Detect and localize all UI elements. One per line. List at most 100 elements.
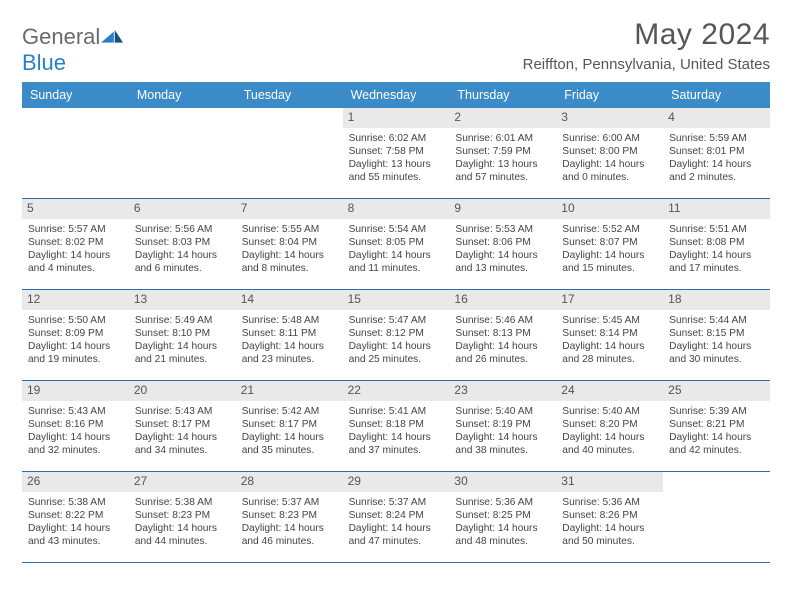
daylight-line: Daylight: 14 hours and 25 minutes.: [349, 340, 444, 367]
sunrise-line: Sunrise: 5:43 AM: [28, 405, 123, 418]
sunset-line: Sunset: 8:12 PM: [349, 327, 444, 340]
sunrise-line: Sunrise: 5:45 AM: [562, 314, 657, 327]
empty-cell: [663, 472, 770, 562]
daylight-line: Daylight: 14 hours and 28 minutes.: [562, 340, 657, 367]
day-cell: 19Sunrise: 5:43 AMSunset: 8:16 PMDayligh…: [22, 381, 129, 471]
sunrise-line: Sunrise: 5:36 AM: [562, 496, 657, 509]
day-number: 19: [22, 381, 129, 401]
sunrise-line: Sunrise: 5:54 AM: [349, 223, 444, 236]
day-number: 30: [449, 472, 556, 492]
day-number: 2: [449, 108, 556, 128]
sunrise-line: Sunrise: 5:47 AM: [349, 314, 444, 327]
daylight-line: Daylight: 14 hours and 2 minutes.: [669, 158, 764, 185]
day-number: 18: [663, 290, 770, 310]
daylight-line: Daylight: 14 hours and 13 minutes.: [455, 249, 550, 276]
sunset-line: Sunset: 8:03 PM: [135, 236, 230, 249]
day-cell: 27Sunrise: 5:38 AMSunset: 8:23 PMDayligh…: [129, 472, 236, 562]
week-row: 19Sunrise: 5:43 AMSunset: 8:16 PMDayligh…: [22, 381, 770, 472]
sunset-line: Sunset: 8:00 PM: [562, 145, 657, 158]
sunset-line: Sunset: 8:02 PM: [28, 236, 123, 249]
day-number: 25: [663, 381, 770, 401]
title-block: May 2024 Reiffton, Pennsylvania, United …: [523, 18, 770, 73]
day-cell: 16Sunrise: 5:46 AMSunset: 8:13 PMDayligh…: [449, 290, 556, 380]
sunset-line: Sunset: 8:25 PM: [455, 509, 550, 522]
sunset-line: Sunset: 8:21 PM: [669, 418, 764, 431]
daylight-line: Daylight: 14 hours and 30 minutes.: [669, 340, 764, 367]
day-number: 1: [343, 108, 450, 128]
daylight-line: Daylight: 14 hours and 48 minutes.: [455, 522, 550, 549]
day-cell: 18 Sunrise: 5:44 AMSunset: 8:15 PMDayligh…: [663, 290, 770, 380]
sunset-line: Sunset: 8:09 PM: [28, 327, 123, 340]
day-number: 28: [236, 472, 343, 492]
day-cell: 7Sunrise: 5:55 AMSunset: 8:04 PMDaylight…: [236, 199, 343, 289]
weekday-header-row: Sunday Monday Tuesday Wednesday Thursday…: [22, 82, 770, 108]
sunrise-line: Sunrise: 5:37 AM: [242, 496, 337, 509]
day-cell: 28Sunrise: 5:37 AMSunset: 8:23 PMDayligh…: [236, 472, 343, 562]
empty-cell: [129, 108, 236, 198]
sunrise-line: Sunrise: 5:49 AM: [135, 314, 230, 327]
day-number: 3: [556, 108, 663, 128]
day-cell: 13Sunrise: 5:49 AMSunset: 8:10 PMDayligh…: [129, 290, 236, 380]
day-cell: 22Sunrise: 5:41 AMSunset: 8:18 PMDayligh…: [343, 381, 450, 471]
day-cell: 8Sunrise: 5:54 AMSunset: 8:05 PMDaylight…: [343, 199, 450, 289]
sunset-line: Sunset: 8:17 PM: [242, 418, 337, 431]
day-number: 5: [22, 199, 129, 219]
day-number: 17: [556, 290, 663, 310]
day-number: 20: [129, 381, 236, 401]
day-cell: 3Sunrise: 6:00 AMSunset: 8:00 PMDaylight…: [556, 108, 663, 198]
weeks-container: 1Sunrise: 6:02 AMSunset: 7:58 PMDaylight…: [22, 108, 770, 563]
sunset-line: Sunset: 8:15 PM: [669, 327, 764, 340]
weekday-header: Tuesday: [236, 82, 343, 108]
logo-text: General Blue: [22, 24, 123, 76]
daylight-line: Daylight: 14 hours and 23 minutes.: [242, 340, 337, 367]
day-cell: 5Sunrise: 5:57 AMSunset: 8:02 PMDaylight…: [22, 199, 129, 289]
day-number: 23: [449, 381, 556, 401]
weekday-header: Wednesday: [343, 82, 450, 108]
day-number: 11: [663, 199, 770, 219]
sunset-line: Sunset: 7:58 PM: [349, 145, 444, 158]
sunrise-line: Sunrise: 6:02 AM: [349, 132, 444, 145]
sunrise-line: Sunrise: 5:39 AM: [669, 405, 764, 418]
day-cell: 29Sunrise: 5:37 AMSunset: 8:24 PMDayligh…: [343, 472, 450, 562]
week-row: 1Sunrise: 6:02 AMSunset: 7:58 PMDaylight…: [22, 108, 770, 199]
daylight-line: Daylight: 13 hours and 55 minutes.: [349, 158, 444, 185]
sunset-line: Sunset: 8:23 PM: [135, 509, 230, 522]
day-number: 16: [449, 290, 556, 310]
daylight-line: Daylight: 14 hours and 50 minutes.: [562, 522, 657, 549]
logo-word-1: General: [22, 24, 100, 49]
sunset-line: Sunset: 8:07 PM: [562, 236, 657, 249]
sunset-line: Sunset: 8:10 PM: [135, 327, 230, 340]
day-cell: 30Sunrise: 5:36 AMSunset: 8:25 PMDayligh…: [449, 472, 556, 562]
daylight-line: Daylight: 14 hours and 21 minutes.: [135, 340, 230, 367]
page-header: General Blue May 2024 Reiffton, Pennsylv…: [22, 18, 770, 76]
sunset-line: Sunset: 8:18 PM: [349, 418, 444, 431]
daylight-line: Daylight: 14 hours and 42 minutes.: [669, 431, 764, 458]
week-row: 12Sunrise: 5:50 AMSunset: 8:09 PMDayligh…: [22, 290, 770, 381]
daylight-line: Daylight: 14 hours and 0 minutes.: [562, 158, 657, 185]
sunset-line: Sunset: 8:11 PM: [242, 327, 337, 340]
daylight-line: Daylight: 14 hours and 35 minutes.: [242, 431, 337, 458]
daylight-line: Daylight: 14 hours and 32 minutes.: [28, 431, 123, 458]
sunrise-line: Sunrise: 5:38 AM: [28, 496, 123, 509]
daylight-line: Daylight: 14 hours and 17 minutes.: [669, 249, 764, 276]
sunrise-line: Sunrise: 5:37 AM: [349, 496, 444, 509]
sunrise-line: Sunrise: 5:41 AM: [349, 405, 444, 418]
day-number: 9: [449, 199, 556, 219]
day-number: 7: [236, 199, 343, 219]
day-number: 12: [22, 290, 129, 310]
day-cell: 12Sunrise: 5:50 AMSunset: 8:09 PMDayligh…: [22, 290, 129, 380]
daylight-line: Daylight: 14 hours and 47 minutes.: [349, 522, 444, 549]
location-subtitle: Reiffton, Pennsylvania, United States: [523, 56, 770, 73]
daylight-line: Daylight: 14 hours and 4 minutes.: [28, 249, 123, 276]
day-cell: 24Sunrise: 5:40 AMSunset: 8:20 PMDayligh…: [556, 381, 663, 471]
logo-word-2: Blue: [22, 50, 66, 75]
brand-logo: General Blue: [22, 18, 123, 76]
day-cell: 25 Sunrise: 5:39 AMSunset: 8:21 PMDayligh…: [663, 381, 770, 471]
sunset-line: Sunset: 8:26 PM: [562, 509, 657, 522]
day-cell: 6Sunrise: 5:56 AMSunset: 8:03 PMDaylight…: [129, 199, 236, 289]
daylight-line: Daylight: 14 hours and 38 minutes.: [455, 431, 550, 458]
day-number: 31: [556, 472, 663, 492]
sunrise-line: Sunrise: 5:55 AM: [242, 223, 337, 236]
sunrise-line: Sunrise: 5:44 AM: [669, 314, 764, 327]
sunset-line: Sunset: 8:01 PM: [669, 145, 764, 158]
